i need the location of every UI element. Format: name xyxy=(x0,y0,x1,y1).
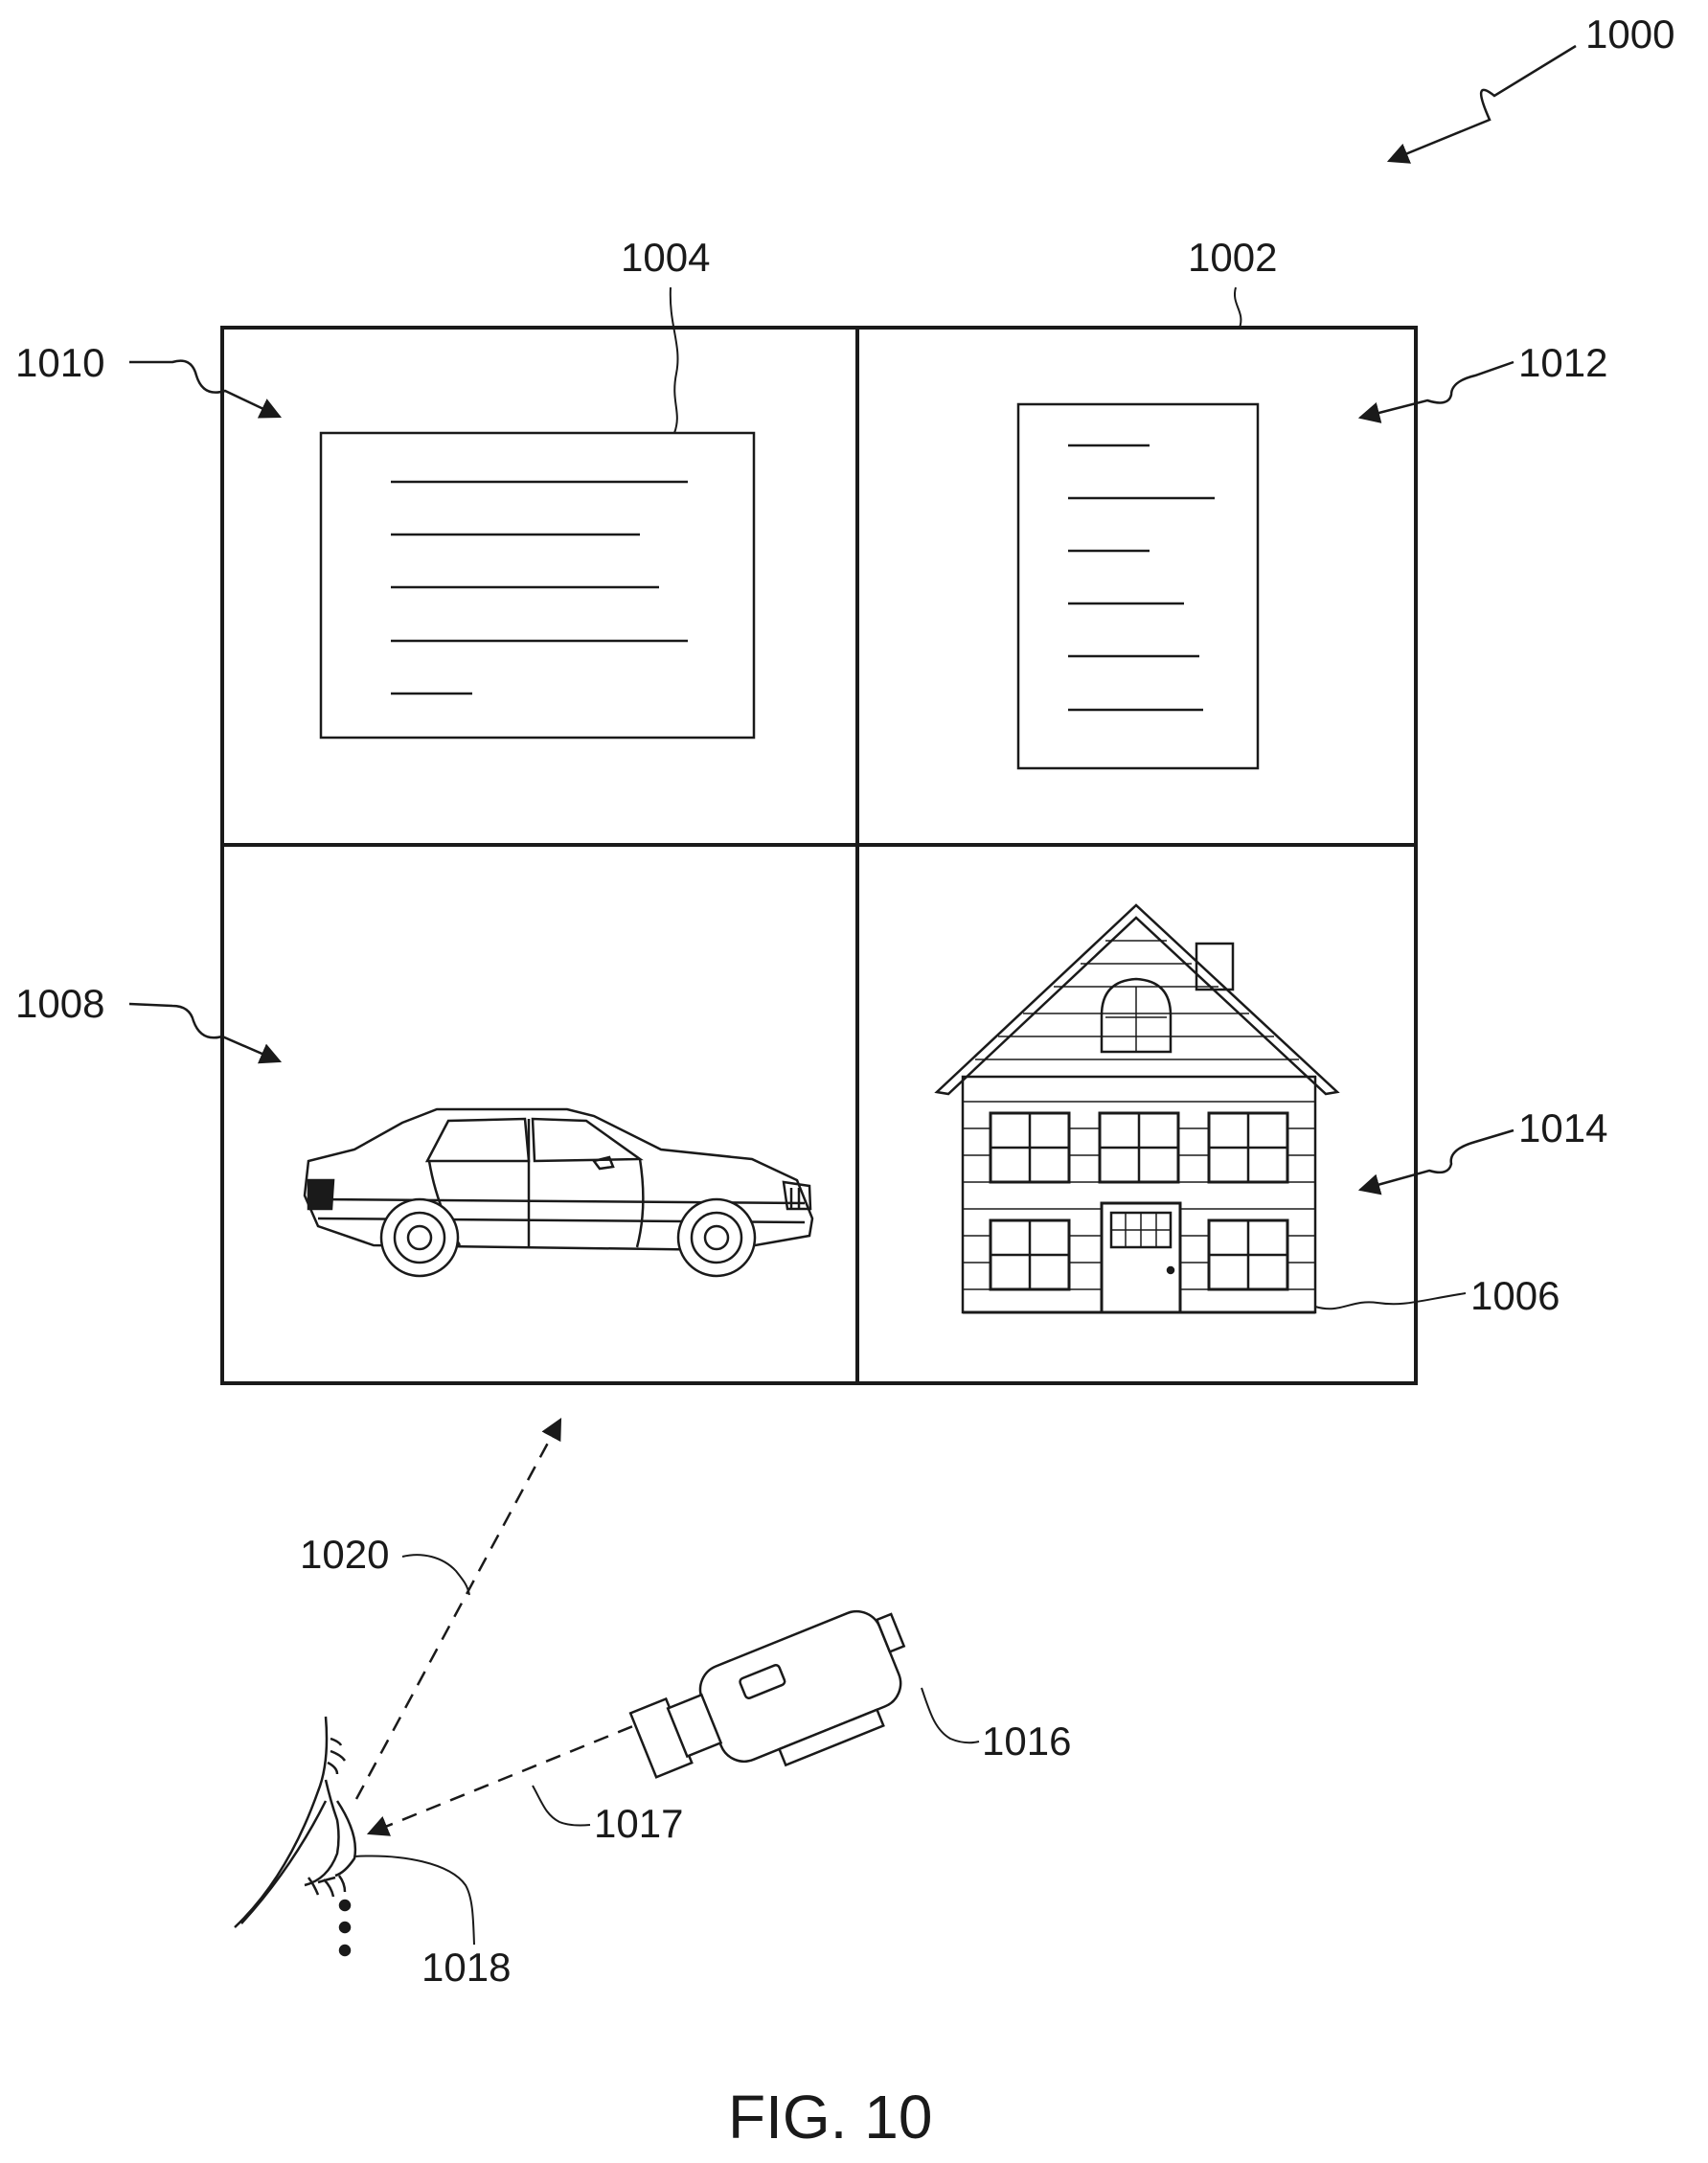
leader-1020 xyxy=(402,1555,469,1595)
label-1016: 1016 xyxy=(982,1719,1071,1764)
arrow-1014 xyxy=(1360,1130,1514,1190)
text-document-landscape xyxy=(321,433,754,738)
leader-1006 xyxy=(1315,1293,1466,1309)
leader-1004 xyxy=(671,287,678,433)
leader-1002 xyxy=(1235,287,1241,328)
camera-icon xyxy=(626,1598,929,1811)
arrow-1008 xyxy=(129,1004,280,1061)
car-image xyxy=(305,1109,812,1276)
label-1006: 1006 xyxy=(1470,1273,1560,1318)
gaze-ray xyxy=(356,1420,560,1799)
label-1017: 1017 xyxy=(594,1801,683,1846)
label-1014: 1014 xyxy=(1518,1105,1607,1150)
label-1012: 1012 xyxy=(1518,340,1607,385)
leader-1017 xyxy=(533,1786,590,1826)
label-1004: 1004 xyxy=(621,235,710,280)
leader-1018 xyxy=(354,1856,474,1945)
leader-1016 xyxy=(922,1688,979,1742)
label-1010: 1010 xyxy=(15,340,104,385)
label-1002: 1002 xyxy=(1188,235,1277,280)
label-1018: 1018 xyxy=(421,1945,511,1990)
arrow-1012 xyxy=(1360,362,1514,418)
text-document-portrait xyxy=(1018,404,1258,768)
eye-icon xyxy=(235,1717,355,1955)
label-1000: 1000 xyxy=(1585,11,1674,57)
arrow-1010 xyxy=(129,361,280,417)
system-1000-callout: 1000 xyxy=(1389,11,1674,161)
label-1008: 1008 xyxy=(15,981,104,1026)
label-1020: 1020 xyxy=(300,1532,389,1577)
figure-caption: FIG. 10 xyxy=(728,2083,932,2152)
house-image xyxy=(937,905,1337,1312)
